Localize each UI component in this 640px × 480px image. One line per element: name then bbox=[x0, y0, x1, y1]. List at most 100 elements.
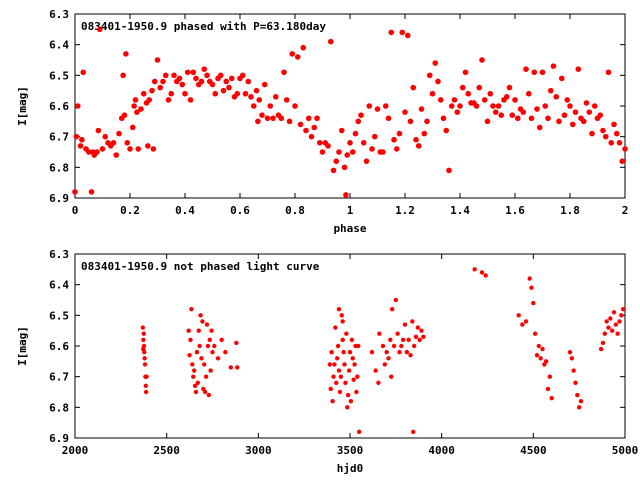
unphased-plot-frame bbox=[74, 253, 626, 439]
phased-data-point bbox=[176, 75, 183, 82]
unphased-data-point bbox=[483, 273, 488, 278]
unphased-data-point bbox=[343, 380, 348, 385]
phased-data-point bbox=[484, 118, 491, 125]
phased-chart-title: 083401-1950.9 phased with P=63.180day bbox=[81, 20, 326, 33]
unphased-data-point bbox=[329, 349, 334, 355]
phased-data-point bbox=[264, 115, 271, 122]
unphased-data-point bbox=[189, 307, 194, 312]
unphased-data-point bbox=[328, 386, 333, 392]
unphased-data-point bbox=[617, 319, 622, 324]
unphased-data-point bbox=[536, 343, 542, 349]
phased-data-point bbox=[316, 140, 323, 146]
phased-data-point bbox=[116, 130, 122, 137]
unphased-data-point bbox=[194, 349, 200, 355]
unphased-data-point bbox=[377, 331, 382, 336]
phased-data-point bbox=[165, 97, 172, 103]
phased-data-point bbox=[151, 78, 158, 85]
phased-data-point bbox=[528, 115, 535, 122]
phased-data-point bbox=[121, 112, 128, 118]
phased-data-point bbox=[327, 38, 334, 45]
phased-data-point bbox=[212, 90, 219, 97]
unphased-data-point bbox=[529, 285, 534, 290]
phased-data-point bbox=[349, 149, 356, 155]
phased-data-point bbox=[586, 109, 593, 115]
phased-data-point bbox=[300, 44, 307, 51]
phased-data-point bbox=[457, 103, 463, 109]
phased-data-point bbox=[134, 109, 140, 115]
phased-y-tick-label: 6.3 bbox=[49, 8, 69, 21]
unphased-data-point bbox=[202, 362, 207, 367]
phased-data-point bbox=[465, 90, 472, 97]
unphased-data-point bbox=[349, 337, 355, 343]
unphased-data-point bbox=[206, 392, 212, 398]
unphased-data-point bbox=[195, 380, 201, 385]
unphased-x-tick-label: 5000 bbox=[612, 444, 639, 457]
phased-data-point bbox=[96, 26, 103, 33]
unphased-chart-title: 083401-1950.9 not phased light curve bbox=[81, 260, 320, 273]
phased-data-point bbox=[564, 97, 571, 103]
phased-data-point bbox=[94, 149, 100, 155]
unphased-data-point bbox=[399, 343, 404, 349]
phased-x-tick-label: 2 bbox=[622, 204, 629, 217]
unphased-data-point bbox=[205, 343, 211, 349]
phased-data-point bbox=[369, 146, 375, 152]
unphased-data-point bbox=[523, 319, 529, 324]
unphased-data-point bbox=[567, 349, 573, 355]
phased-data-point bbox=[385, 115, 392, 122]
phased-data-point bbox=[333, 158, 340, 164]
phased-data-point bbox=[380, 149, 386, 155]
phased-data-point bbox=[561, 112, 568, 118]
unphased-data-point bbox=[336, 307, 342, 312]
unphased-data-point bbox=[388, 337, 393, 343]
phased-x-tick-label: 1.8 bbox=[560, 204, 580, 217]
phased-data-point bbox=[146, 97, 153, 103]
phased-data-point bbox=[325, 143, 331, 149]
phased-data-point bbox=[393, 146, 400, 152]
unphased-data-point bbox=[620, 307, 626, 312]
phased-data-point bbox=[344, 152, 351, 158]
phased-data-point bbox=[525, 90, 532, 97]
phased-data-point bbox=[583, 100, 590, 106]
phased-x-tick-label: 0.8 bbox=[285, 204, 305, 217]
phased-data-point bbox=[160, 78, 166, 85]
phased-data-point bbox=[514, 115, 521, 122]
unphased-data-point bbox=[348, 399, 354, 404]
phased-data-point bbox=[454, 109, 461, 115]
unphased-data-point bbox=[393, 297, 399, 303]
unphased-data-point bbox=[545, 386, 551, 392]
unphased-data-point bbox=[391, 343, 397, 349]
unphased-data-point bbox=[210, 349, 215, 355]
unphased-data-point bbox=[196, 328, 201, 333]
phased-y-tick-label: 6.5 bbox=[49, 69, 69, 82]
unphased-data-point bbox=[472, 267, 477, 272]
phased-data-point bbox=[286, 118, 293, 125]
phased-data-point bbox=[129, 124, 136, 131]
unphased-data-point bbox=[331, 374, 336, 379]
phased-data-point bbox=[391, 136, 397, 143]
phased-data-point bbox=[162, 72, 169, 79]
unphased-data-point bbox=[538, 356, 543, 361]
unphased-data-point bbox=[142, 356, 147, 361]
phased-data-point bbox=[270, 115, 276, 122]
phased-data-point bbox=[558, 75, 565, 82]
unphased-data-point bbox=[386, 356, 391, 361]
phased-data-point bbox=[150, 146, 157, 152]
phased-data-point bbox=[608, 140, 615, 146]
phased-data-point bbox=[131, 103, 137, 109]
phased-data-point bbox=[553, 94, 560, 100]
phased-data-point bbox=[451, 97, 458, 103]
phased-data-point bbox=[575, 66, 582, 72]
phased-data-point bbox=[88, 189, 95, 195]
unphased-data-point bbox=[400, 337, 406, 343]
phased-data-point bbox=[363, 158, 370, 164]
phased-light-curve-panel: 0 0.2 0.4 0.6 0.8 1 1.2 1.4 1.6 1.8 2 6.3 6.4 6.5 6.6 6… bbox=[16, 8, 628, 235]
phased-data-point bbox=[616, 140, 623, 146]
phased-data-point bbox=[267, 103, 274, 109]
phased-data-point bbox=[371, 133, 378, 140]
unphased-y-tick-label: 6.3 bbox=[49, 248, 69, 261]
unphased-data-point bbox=[333, 325, 338, 330]
phased-data-point bbox=[545, 115, 551, 122]
unphased-data-point bbox=[200, 319, 205, 324]
phased-data-point bbox=[556, 118, 562, 125]
unphased-data-point bbox=[336, 368, 342, 373]
